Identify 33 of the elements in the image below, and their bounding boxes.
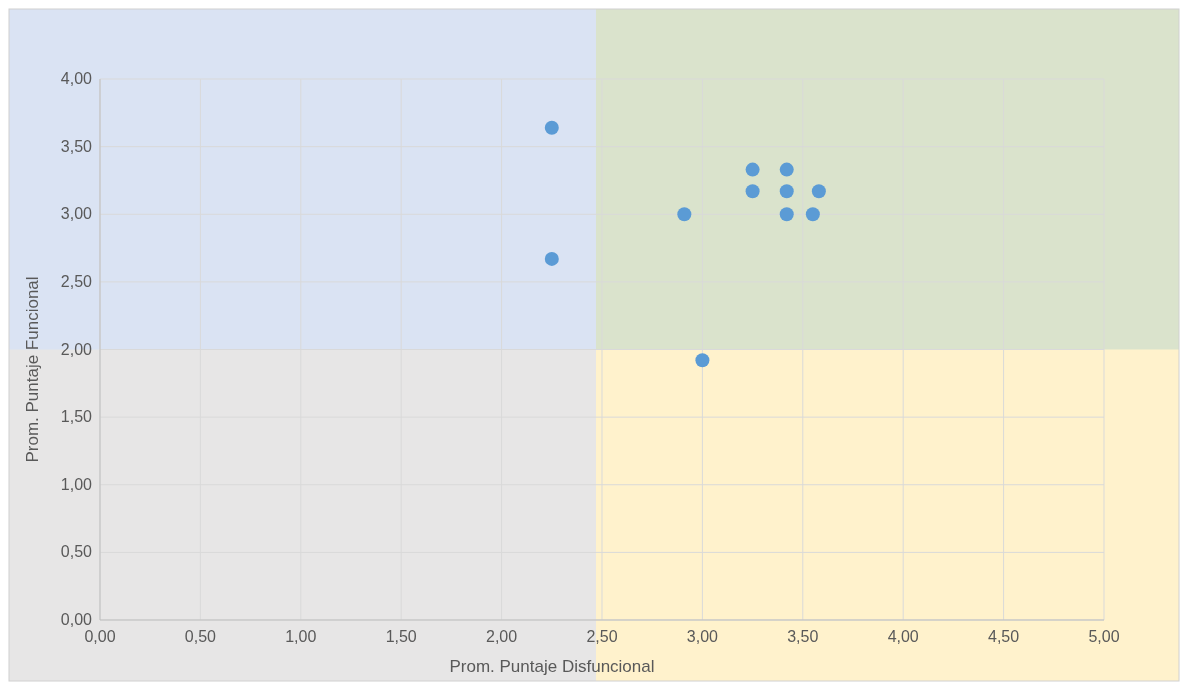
point [811,184,826,199]
x-tick-label: 2,50 [586,628,618,645]
y-tick-label: 0,00 [60,611,93,628]
x-tick-label: 1,50 [385,628,417,645]
y-tick-label: 4,00 [60,70,93,87]
point [544,120,559,135]
x-tick-label: 3,00 [686,628,719,645]
x-tick-label: 5,00 [1088,628,1120,645]
y-tick-label: 1,00 [60,475,93,493]
x-tick-label: 0,00 [84,628,116,645]
point [805,207,820,222]
point [779,162,794,177]
x-axis-title: Prom. Puntaje Disfuncional [449,657,655,676]
x-tick-label: 4,00 [887,628,919,645]
x-tick-label: 0,50 [184,628,217,645]
y-tick-label: 1,50 [60,408,93,426]
x-tick-label: 4,50 [988,628,1020,645]
point [779,207,794,222]
y-tick-label: 2,50 [60,272,93,290]
y-tick-label: 2,00 [60,340,93,358]
point [779,184,794,199]
y-tick-label: 3,50 [60,137,93,155]
y-tick-label: 0,50 [60,543,93,561]
point [695,353,710,368]
point [745,184,760,199]
y-axis-title: Prom. Puntaje Funcional [23,276,42,463]
x-tick-label: 3,50 [787,628,819,645]
x-tick-label: 2,00 [486,628,518,645]
x-tick-label: 1,00 [285,628,317,645]
point [677,207,692,222]
point [544,251,559,266]
point [745,162,760,177]
y-tick-label: 3,00 [60,205,93,223]
